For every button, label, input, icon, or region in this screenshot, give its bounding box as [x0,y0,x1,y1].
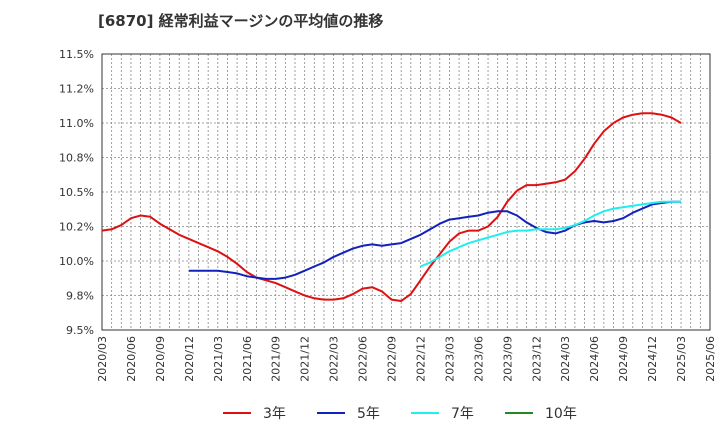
y-tick-label: 11.0% [59,117,94,130]
x-tick-label: 2025/06 [704,336,717,382]
x-tick-label: 2024/03 [559,336,572,382]
y-tick-label: 10.5% [59,186,94,199]
x-tick-label: 2021/09 [270,336,283,382]
legend-label: 5年 [357,406,380,422]
x-tick-label: 2020/03 [96,336,109,382]
y-tick-label: 10.0% [59,255,94,268]
x-tick-label: 2024/12 [646,336,659,382]
x-tick-label: 2021/06 [241,336,254,382]
x-tick-label: 2022/09 [386,336,399,382]
x-tick-label: 2025/03 [675,336,688,382]
x-tick-label: 2023/09 [501,336,514,382]
x-tick-label: 2024/09 [617,336,630,382]
axes: 9.5% 9.8% 10.0% 10.2% 10.5% 10.8% 11.0% 11.2% 11… [59,48,717,382]
x-tick-label: 2022/06 [357,336,370,382]
x-tick-label: 2023/12 [530,336,543,382]
x-tick-label: 2021/03 [212,336,225,382]
plot-frame [101,53,711,331]
series-line [188,200,681,280]
y-tick-label: 11.2% [59,83,94,96]
x-tick-label: 2023/03 [443,336,456,382]
series-lines [101,112,682,302]
y-tick-label: 10.2% [59,221,94,234]
legend-label: 10年 [545,406,577,422]
x-tick-label: 2023/06 [472,336,485,382]
y-tick-label: 9.8% [66,290,94,303]
y-tick-label: 9.5% [66,324,94,337]
legend: 3年 5年 7年 10年 [223,406,577,422]
x-tick-label: 2022/12 [414,336,427,382]
legend-label: 3年 [263,406,286,422]
grid [101,53,711,331]
x-tick-label: 2021/12 [299,336,312,382]
x-tick-label: 2020/06 [125,336,138,382]
x-tick-label: 2020/09 [154,336,167,382]
legend-label: 7年 [451,406,474,422]
x-tick-label: 2020/12 [183,336,196,382]
x-tick-label: 2024/06 [588,336,601,382]
series-line [101,112,682,302]
chart-title: [6870] 経常利益マージンの平均値の推移 [98,12,384,30]
y-tick-label: 11.5% [59,48,94,61]
y-tick-label: 10.8% [59,152,94,165]
series-line [420,200,681,268]
x-tick-label: 2022/03 [328,336,341,382]
